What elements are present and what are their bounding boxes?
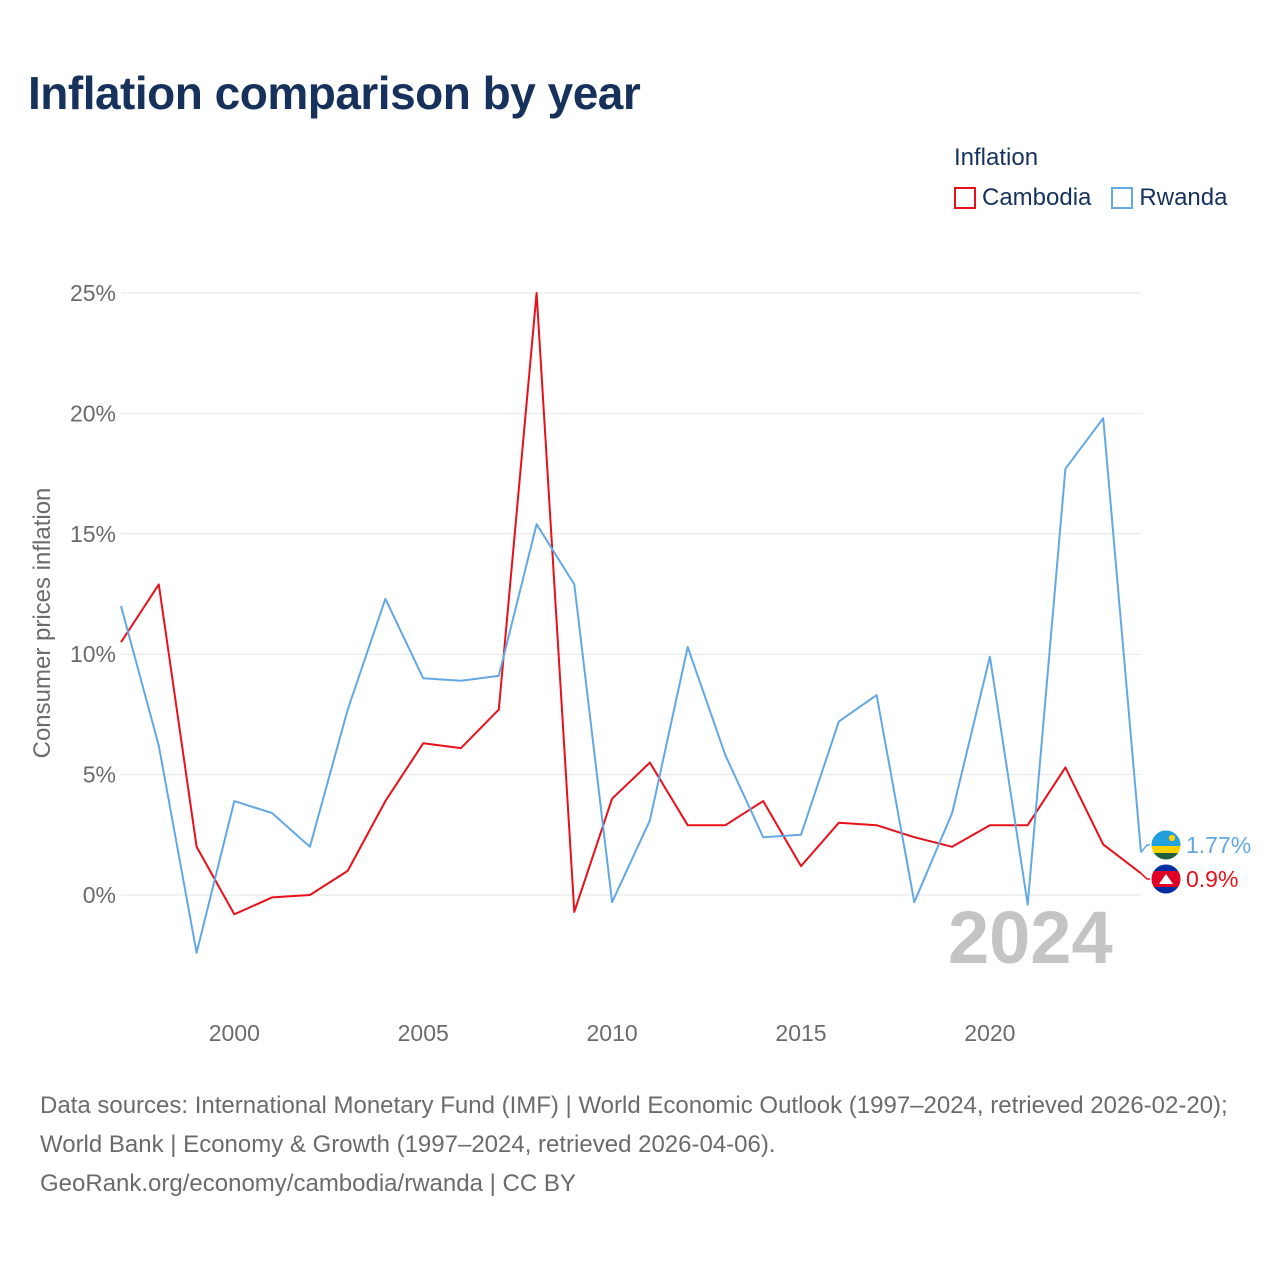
end-connector [1140,844,1150,853]
y-axis-label: Consumer prices inflation [29,488,56,759]
rwanda-flag-icon [1150,829,1182,861]
line-chart: 0% 5% 10% 15% 20% 25% 2000 2005 2010 2015 2020 Co… [29,280,1251,1046]
x-tick-label: 2010 [587,1020,638,1046]
data-sources: Data sources: International Monetary Fun… [40,1086,1250,1203]
cambodia-flag-icon [1150,863,1182,895]
gridlines [121,292,1141,896]
legend-item-rwanda[interactable]: Rwanda [1111,184,1227,212]
sources-text: Data sources: International Monetary Fun… [40,1092,1228,1158]
source-link[interactable]: GeoRank.org/economy/cambodia/rwanda | CC… [40,1170,576,1197]
y-tick-label: 25% [70,280,116,306]
legend: Cambodia Rwanda [954,184,1227,212]
chart-title: Inflation comparison by year [28,67,641,119]
legend-title: Inflation [954,144,1039,171]
end-value-rwanda: 1.77% [1186,832,1251,858]
y-tick-label: 10% [70,641,116,667]
legend-swatch-cambodia [954,187,976,209]
end-connector [1140,872,1150,880]
x-tick-label: 2000 [209,1020,260,1046]
x-tick-label: 2020 [964,1020,1015,1046]
y-tick-label: 20% [70,400,116,426]
y-tick-label: 0% [83,882,116,908]
series-lines [120,292,1142,954]
end-value-cambodia: 0.9% [1186,866,1238,892]
x-tick-label: 2005 [398,1020,449,1046]
series-line-rwanda[interactable] [120,417,1142,954]
series-end-labels: 0.9% 1.77% [1140,829,1251,895]
x-tick-label: 2015 [775,1020,826,1046]
y-tick-label: 5% [83,762,116,788]
x-axis-ticks: 2000 2005 2010 2015 2020 [209,1020,1016,1046]
y-tick-label: 15% [70,521,116,547]
legend-swatch-rwanda [1111,187,1134,209]
y-axis-ticks: 0% 5% 10% 15% 20% 25% [70,280,116,908]
legend-label-cambodia: Cambodia [982,184,1092,211]
legend-item-cambodia[interactable]: Cambodia [954,184,1091,212]
current-year-label: 2024 [948,896,1113,979]
legend-label-rwanda: Rwanda [1139,184,1228,211]
series-line-cambodia[interactable] [120,292,1142,916]
